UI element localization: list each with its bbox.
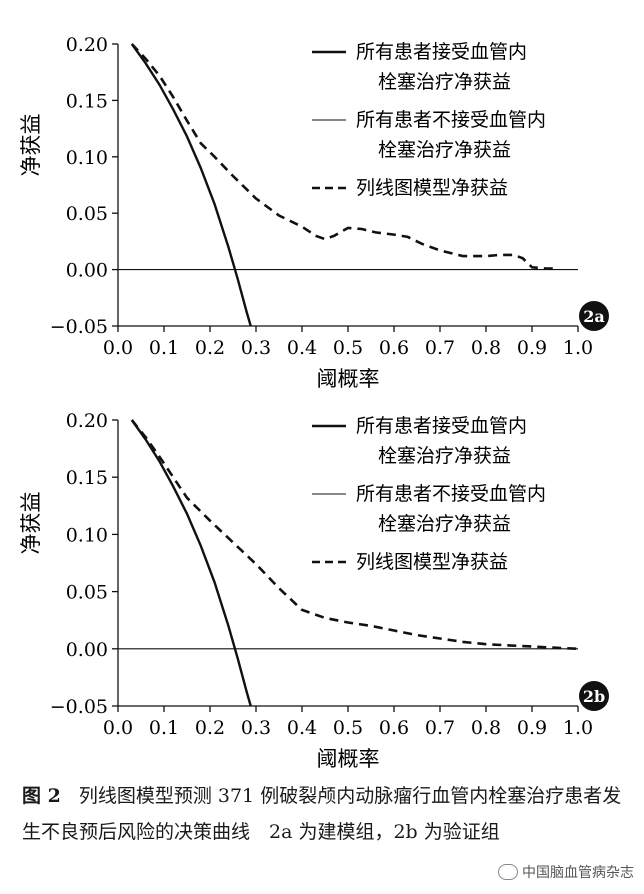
y-tick-label: 0.20 (66, 34, 108, 56)
x-tick-label: 0.1 (149, 717, 179, 739)
wechat-icon (498, 864, 518, 880)
watermark: 中国脑血管病杂志 (498, 862, 634, 882)
series-line-dashed (130, 419, 578, 651)
y-tick-label: 0.05 (66, 582, 108, 604)
y-axis-label: 净获益 (19, 114, 43, 177)
legend-label: 栓塞治疗净获益 (378, 139, 511, 161)
x-tick-label: 0.4 (287, 337, 317, 359)
chart-panel-2b: 0.20 0.15 0.10 0.05 0.00 −0.05 0.0 0.1 0.2 0.3 0.4… (0, 388, 644, 771)
decision-curve-chart-2b: 0.20 0.15 0.10 0.05 0.00 −0.050.0 0.1 0.2 0.3 0.4… (19, 410, 609, 771)
x-tick-label: 0.6 (379, 337, 409, 359)
x-tick-label: 0.9 (517, 337, 547, 359)
y-tick-label: 0.10 (66, 524, 108, 546)
x-tick-label: 0.9 (517, 717, 547, 739)
panel-badge-label: 2b (583, 687, 605, 706)
decision-curve-chart-2a: 0.20 0.15 0.10 0.05 0.00 −0.050.0 0.1 0.2 0.3 0.4… (19, 34, 609, 391)
x-tick-label: 0.6 (379, 717, 409, 739)
x-tick-label: 1.0 (563, 717, 593, 739)
legend-label: 所有患者接受血管内 (356, 415, 527, 437)
x-tick-label: 0.1 (149, 337, 179, 359)
x-tick-label: 0.7 (425, 337, 455, 359)
y-tick-label: 0.20 (66, 410, 108, 432)
y-tick-label: 0.05 (66, 203, 108, 225)
caption-text: 列线图模型预测 371 例破裂颅内动脉瘤行血管内栓塞治疗患者发生不良预后风险的决… (22, 785, 622, 843)
y-tick-label: −0.05 (50, 696, 108, 718)
x-axis-label: 阈概率 (317, 747, 380, 768)
x-tick-label: 0.5 (333, 337, 363, 359)
legend-label: 所有患者接受血管内 (356, 41, 527, 63)
x-tick-label: 0.4 (287, 717, 317, 739)
x-tick-label: 0.7 (425, 717, 455, 739)
x-axis-label: 阈概率 (317, 367, 380, 388)
x-tick-label: 0.2 (195, 337, 225, 359)
legend-label: 列线图模型净获益 (356, 177, 508, 199)
legend-label: 所有患者不接受血管内 (356, 109, 546, 131)
figure-number: 图 2 (22, 785, 61, 807)
chart-panel-2a: 0.20 0.15 0.10 0.05 0.00 −0.05 0.0 0.1 0.2 0.3 0.4… (0, 0, 644, 391)
legend-label: 栓塞治疗净获益 (378, 445, 511, 467)
y-axis-label: 净获益 (19, 492, 43, 555)
x-tick-label: 1.0 (563, 337, 593, 359)
y-tick-label: −0.05 (50, 316, 108, 338)
x-tick-label: 0.3 (241, 717, 271, 739)
y-tick-label: 0.15 (66, 90, 108, 112)
y-tick-label: 0.00 (66, 260, 108, 282)
legend-label: 栓塞治疗净获益 (378, 513, 511, 535)
x-tick-label: 0.2 (195, 717, 225, 739)
y-tick-label: 0.00 (66, 639, 108, 661)
y-tick-label: 0.10 (66, 147, 108, 169)
x-tick-label: 0.5 (333, 717, 363, 739)
x-tick-label: 0.3 (241, 337, 271, 359)
series-line-dashed (130, 43, 555, 270)
panel-badge (579, 301, 609, 331)
legend-label: 所有患者不接受血管内 (356, 483, 546, 505)
watermark-text: 中国脑血管病杂志 (522, 865, 634, 881)
x-tick-label: 0.8 (471, 717, 501, 739)
x-tick-label: 0.0 (103, 717, 133, 739)
figure-caption: 图 2 列线图模型预测 371 例破裂颅内动脉瘤行血管内栓塞治疗患者发生不良预后风… (22, 778, 632, 850)
x-tick-label: 0.8 (471, 337, 501, 359)
legend-label: 列线图模型净获益 (356, 551, 508, 573)
legend-label: 栓塞治疗净获益 (378, 71, 511, 93)
series-line-thick (130, 419, 252, 706)
panel-badge-label: 2a (583, 307, 605, 326)
x-tick-label: 0.0 (103, 337, 133, 359)
series-line-thick (130, 43, 252, 326)
panel-badge (579, 681, 609, 711)
y-tick-label: 0.15 (66, 467, 108, 489)
